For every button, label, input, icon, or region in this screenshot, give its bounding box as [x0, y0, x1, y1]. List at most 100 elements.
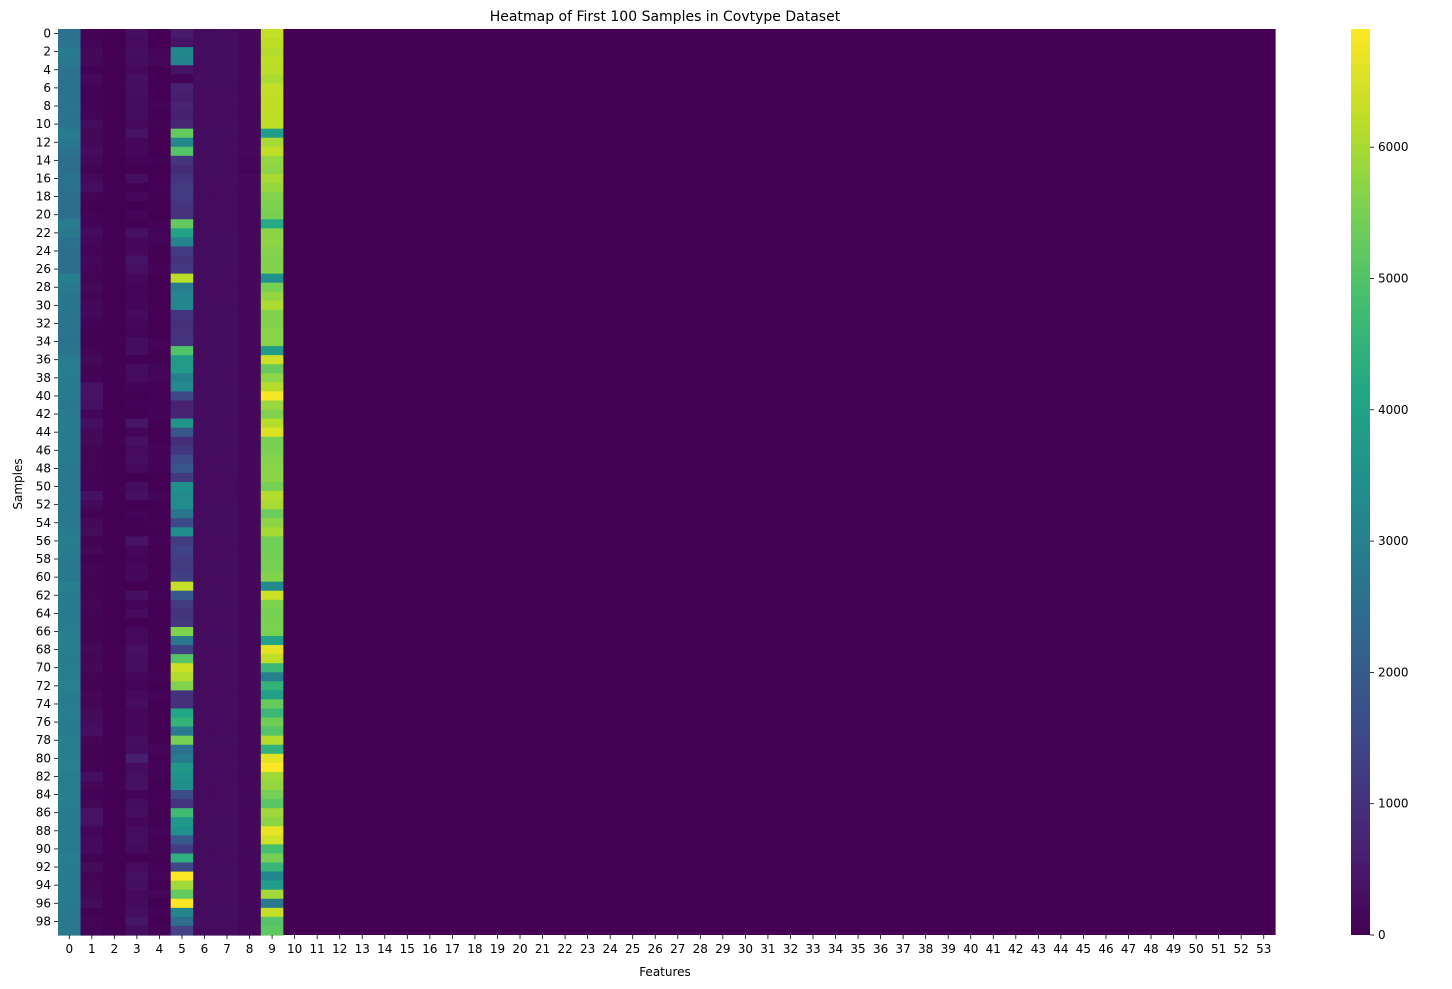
heatmap-cell	[148, 463, 172, 474]
heatmap-cell	[260, 654, 284, 664]
heatmap-cell	[125, 282, 149, 293]
heatmap-cell	[238, 65, 262, 75]
heatmap-cell	[215, 255, 239, 266]
heatmap-cell	[103, 500, 127, 510]
heatmap-cell	[125, 445, 149, 456]
heatmap-cell	[238, 47, 262, 57]
heatmap-cell	[103, 83, 127, 94]
heatmap-cell	[103, 563, 127, 574]
heatmap-cell	[193, 137, 217, 148]
heatmap-cell	[148, 74, 172, 84]
heatmap-cell	[103, 318, 127, 329]
heatmap-cell	[260, 844, 284, 855]
heatmap-cell	[238, 735, 262, 746]
heatmap-column	[486, 29, 510, 935]
heatmap-cell	[238, 119, 262, 130]
heatmap-cell	[58, 237, 82, 248]
heatmap-cell	[103, 572, 127, 583]
y-tick-label: 74	[36, 697, 51, 711]
heatmap-cell	[215, 364, 239, 374]
y-tick-label: 30	[36, 298, 51, 312]
heatmap-cell	[125, 599, 149, 610]
heatmap-cell	[238, 925, 262, 936]
heatmap-cell	[80, 672, 104, 682]
x-tick-label: 53	[1256, 942, 1271, 956]
heatmap-cell	[170, 291, 194, 302]
y-tick-label: 72	[36, 679, 51, 693]
heatmap-cell	[58, 56, 82, 66]
y-tick-label: 2	[43, 45, 51, 59]
heatmap-cell	[238, 672, 262, 682]
heatmap-cell	[260, 536, 284, 547]
heatmap-cell	[80, 65, 104, 75]
heatmap-cell	[238, 400, 262, 411]
heatmap-cell	[260, 318, 284, 329]
heatmap-cell	[125, 717, 149, 728]
heatmap-cell	[193, 264, 217, 275]
heatmap-column	[531, 29, 555, 935]
heatmap-cell	[148, 173, 172, 184]
heatmap-cell	[125, 472, 149, 483]
heatmap-cell	[170, 346, 194, 356]
heatmap-cell	[260, 690, 284, 701]
heatmap-cell	[260, 780, 284, 791]
heatmap-cell	[80, 527, 104, 537]
heatmap-cell	[80, 273, 104, 284]
heatmap-cell	[58, 318, 82, 329]
heatmap-cell	[103, 309, 127, 320]
heatmap-cell	[148, 717, 172, 728]
heatmap-cell	[80, 880, 104, 891]
chart-title: Heatmap of First 100 Samples in Covtype …	[490, 9, 841, 25]
colorbar-tick-label: 2000	[1378, 665, 1409, 679]
heatmap-cell	[103, 554, 127, 565]
heatmap-cell	[215, 92, 239, 103]
heatmap-cell	[260, 880, 284, 891]
heatmap-cell	[148, 110, 172, 121]
heatmap-cell	[125, 681, 149, 691]
heatmap-cell	[125, 373, 149, 383]
heatmap-cell	[193, 391, 217, 402]
heatmap-cell	[170, 219, 194, 229]
x-tick-label: 43	[1031, 942, 1046, 956]
heatmap-cell	[80, 346, 104, 356]
heatmap-cell	[260, 799, 284, 809]
heatmap-cell	[193, 645, 217, 655]
heatmap-cell	[103, 346, 127, 356]
heatmap-cell	[193, 808, 217, 818]
heatmap-column	[666, 29, 690, 935]
heatmap-cell	[80, 337, 104, 347]
heatmap-cell	[125, 826, 149, 836]
heatmap-cell	[125, 907, 149, 918]
heatmap-cell	[148, 210, 172, 220]
heatmap-cell	[260, 101, 284, 112]
heatmap-cell	[148, 636, 172, 646]
heatmap-cell	[193, 862, 217, 873]
heatmap-cell	[193, 183, 217, 193]
heatmap-cell	[80, 862, 104, 873]
heatmap-cell	[238, 282, 262, 293]
heatmap-cell	[170, 264, 194, 275]
heatmap-cell	[148, 898, 172, 909]
heatmap-cell	[103, 56, 127, 66]
y-tick-label: 80	[36, 751, 51, 765]
y-tick-label: 78	[36, 733, 51, 747]
heatmap-cell	[260, 291, 284, 302]
heatmap-cell	[170, 599, 194, 610]
heatmap-cell	[148, 753, 172, 764]
heatmap-cell	[260, 889, 284, 900]
heatmap-cell	[238, 309, 262, 320]
heatmap-cell	[215, 844, 239, 855]
heatmap-cell	[238, 173, 262, 184]
heatmap-cell	[193, 463, 217, 474]
x-tick-label: 36	[873, 942, 888, 956]
heatmap-cell	[58, 554, 82, 565]
heatmap-cell	[80, 436, 104, 447]
heatmap-cell	[193, 699, 217, 710]
heatmap-cell	[260, 717, 284, 728]
heatmap-cell	[193, 273, 217, 284]
y-tick-label: 58	[36, 552, 51, 566]
heatmap-cell	[148, 871, 172, 882]
heatmap-cell	[193, 527, 217, 537]
heatmap-cell	[193, 47, 217, 57]
heatmap-column	[689, 29, 713, 935]
